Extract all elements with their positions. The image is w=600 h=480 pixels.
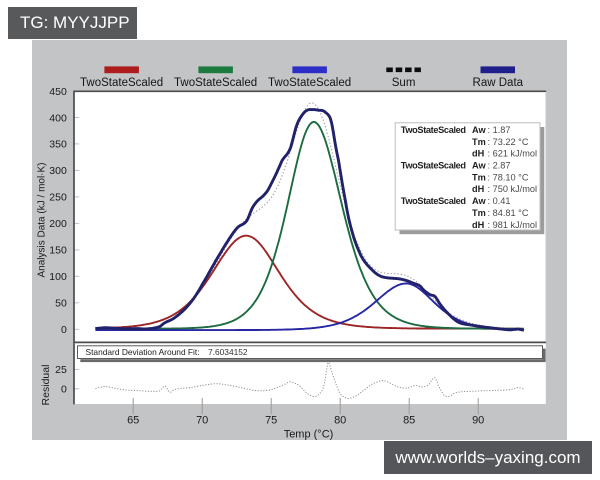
svg-text:dH: dH	[472, 149, 485, 159]
svg-text:: 2.87: : 2.87	[488, 161, 511, 171]
svg-text:: 73.22 °C: : 73.22 °C	[488, 137, 529, 147]
svg-text:TwoStateScaled: TwoStateScaled	[401, 125, 466, 135]
svg-text:Aw: Aw	[472, 196, 486, 206]
svg-text:0: 0	[61, 384, 67, 396]
svg-text:TwoStateScaled: TwoStateScaled	[268, 77, 351, 89]
svg-text:Residual: Residual	[40, 365, 52, 406]
svg-text:: 1.87: : 1.87	[488, 125, 511, 135]
svg-text:TwoStateScaled: TwoStateScaled	[174, 77, 257, 89]
svg-text:80: 80	[334, 415, 346, 427]
svg-text:dH: dH	[472, 184, 485, 194]
svg-text:75: 75	[265, 415, 277, 427]
svg-text:Analysis Data (kJ / mol·K): Analysis Data (kJ / mol·K)	[37, 162, 48, 277]
svg-text:Raw Data: Raw Data	[473, 77, 524, 89]
svg-text:Temp (°C): Temp (°C)	[284, 429, 334, 441]
svg-text:dH: dH	[472, 220, 485, 230]
svg-text:: 84.81 °C: : 84.81 °C	[488, 208, 529, 218]
svg-text:: 621 kJ/mol: : 621 kJ/mol	[488, 149, 538, 159]
svg-text:TwoStateScaled: TwoStateScaled	[401, 161, 466, 171]
svg-text:70: 70	[196, 415, 208, 427]
svg-text:TwoStateScaled: TwoStateScaled	[80, 77, 163, 89]
svg-text:Aw: Aw	[472, 161, 486, 171]
svg-text:Tm: Tm	[472, 208, 486, 218]
svg-text:0: 0	[61, 324, 67, 336]
svg-text:250: 250	[49, 192, 67, 204]
svg-text:350: 350	[49, 139, 67, 151]
svg-text:65: 65	[127, 415, 139, 427]
svg-text:100: 100	[49, 271, 67, 283]
svg-text:: 981 kJ/mol: : 981 kJ/mol	[488, 220, 538, 230]
svg-text:50: 50	[55, 298, 67, 310]
svg-text:90: 90	[472, 415, 484, 427]
svg-text:400: 400	[49, 112, 67, 124]
svg-text:150: 150	[49, 245, 67, 257]
svg-text:7.6034152: 7.6034152	[208, 347, 248, 357]
svg-text:25: 25	[55, 364, 67, 376]
svg-text:Aw: Aw	[472, 125, 486, 135]
svg-text:TwoStateScaled: TwoStateScaled	[401, 196, 466, 206]
svg-text:300: 300	[49, 165, 67, 177]
svg-text:200: 200	[49, 218, 67, 230]
svg-text:85: 85	[403, 415, 415, 427]
svg-text:Sum: Sum	[392, 77, 416, 89]
svg-text:450: 450	[49, 86, 67, 98]
svg-text:: 750 kJ/mol: : 750 kJ/mol	[488, 184, 538, 194]
svg-text:Tm: Tm	[472, 172, 486, 182]
svg-text:: 0.41: : 0.41	[488, 196, 511, 206]
svg-text:Standard Deviation Around Fit:: Standard Deviation Around Fit:	[86, 347, 200, 357]
svg-text:: 78.10 °C: : 78.10 °C	[488, 172, 529, 182]
svg-text:Tm: Tm	[472, 137, 486, 147]
